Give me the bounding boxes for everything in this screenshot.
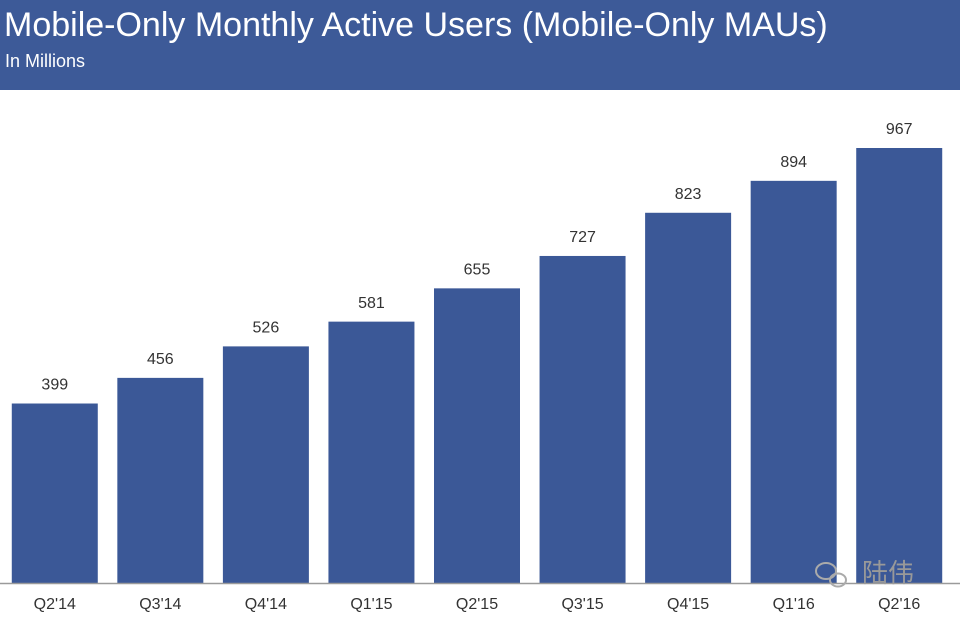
data-label: 727 — [569, 229, 596, 246]
data-label: 823 — [675, 186, 702, 203]
data-label: 526 — [253, 320, 280, 337]
x-tick-label: Q4'15 — [667, 596, 709, 613]
bar — [434, 288, 520, 583]
bar — [222, 346, 309, 583]
x-tick-label: Q1'15 — [350, 596, 392, 613]
x-tick-label: Q2'14 — [34, 596, 76, 613]
data-label: 399 — [41, 377, 68, 394]
data-label: 581 — [358, 295, 385, 312]
x-tick-label: Q3'14 — [139, 596, 181, 613]
bar — [328, 321, 415, 583]
data-label: 894 — [780, 154, 807, 171]
data-label: 967 — [886, 121, 913, 138]
bar — [11, 403, 98, 583]
bar — [856, 148, 943, 583]
x-tick-label: Q2'16 — [878, 596, 920, 613]
x-tick-label: Q4'14 — [245, 596, 287, 613]
bar — [539, 255, 626, 583]
bar — [750, 180, 837, 583]
bar — [117, 377, 204, 583]
x-tick-label: Q1'16 — [773, 596, 815, 613]
header-band — [0, 0, 960, 90]
watermark-icon — [815, 562, 847, 588]
chart-title: Mobile-Only Monthly Active Users (Mobile… — [4, 6, 828, 44]
data-label: 456 — [147, 351, 174, 368]
bar — [645, 212, 732, 584]
chart-subtitle: In Millions — [5, 51, 85, 71]
x-tick-label: Q3'15 — [561, 596, 603, 613]
data-label: 655 — [464, 262, 491, 279]
x-tick-label: Q2'15 — [456, 596, 498, 613]
watermark: 陆伟 — [862, 558, 914, 588]
